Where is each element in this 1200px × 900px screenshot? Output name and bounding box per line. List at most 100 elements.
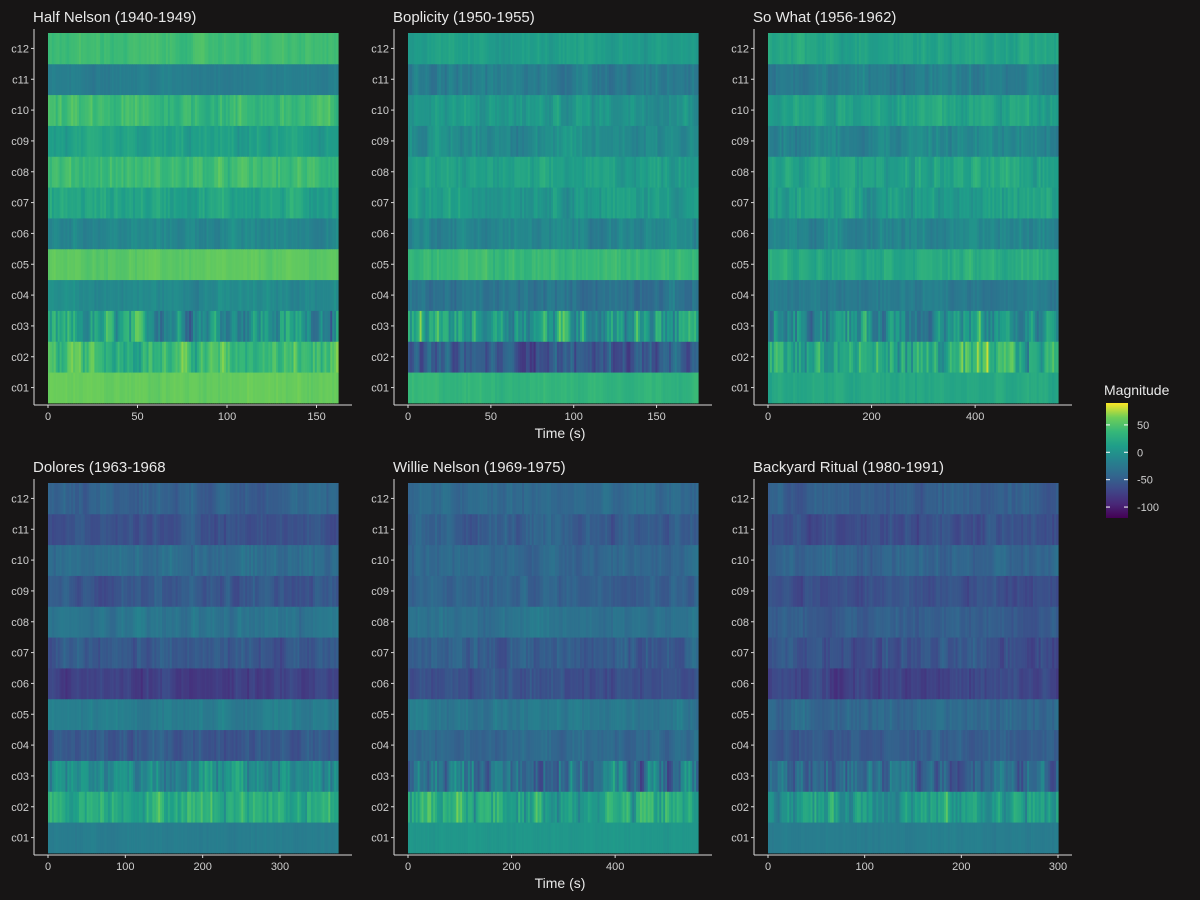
heatmap-cell	[692, 248, 695, 281]
heatmap-cell	[806, 310, 810, 342]
heatmap-cell	[614, 33, 618, 65]
heatmap-cell	[51, 279, 55, 311]
heatmap-cell	[309, 156, 312, 188]
heatmap-cell	[516, 33, 519, 65]
heatmap-cell	[258, 63, 262, 96]
heatmap-cell	[440, 187, 444, 219]
heatmap-cell	[874, 310, 877, 342]
heatmap-cell	[129, 63, 132, 96]
heatmap-cell	[942, 125, 945, 157]
heatmap-cell	[601, 63, 604, 96]
heatmap-cell	[419, 279, 423, 311]
heatmap-cell	[53, 218, 57, 250]
heatmap-cell	[616, 279, 620, 311]
heatmap-cell	[231, 372, 235, 404]
heatmap-cell	[142, 187, 146, 219]
heatmap-cell	[239, 187, 242, 219]
heatmap-cell	[164, 156, 167, 188]
heatmap-cell	[1027, 372, 1030, 404]
heatmap-cell	[173, 218, 177, 250]
heatmap-cell	[527, 63, 531, 96]
heatmap-cell	[655, 218, 658, 250]
heatmap-cell	[909, 125, 912, 157]
heatmap-cell	[100, 94, 103, 126]
heatmap-cell	[1007, 341, 1011, 373]
heatmap-cell	[891, 248, 895, 281]
heatmap-cell	[233, 218, 237, 250]
heatmap-cell	[293, 248, 297, 281]
heatmap-cell	[895, 279, 899, 311]
heatmap-cell	[547, 156, 550, 188]
heatmap-cell	[237, 156, 240, 188]
heatmap-cell	[851, 248, 854, 281]
heatmap-cell	[818, 248, 821, 281]
heatmap-cell	[601, 33, 604, 65]
heatmap-cell	[508, 341, 512, 373]
heatmap-cell	[643, 156, 647, 188]
heatmap-cell	[636, 248, 639, 281]
heatmap-cell	[1052, 279, 1055, 311]
heatmap-cell	[583, 94, 587, 126]
heatmap-cell	[98, 218, 101, 250]
heatmap-cell	[59, 248, 63, 281]
heatmap-cell	[655, 94, 658, 126]
heatmap-cell	[818, 218, 821, 250]
heatmap-cell	[287, 125, 291, 157]
heatmap-cell	[547, 94, 550, 126]
heatmap-cell	[566, 218, 570, 250]
heatmap-cell	[653, 341, 657, 373]
heatmap-cell	[932, 372, 935, 404]
heatmap-cell	[628, 310, 631, 342]
heatmap-cell	[667, 341, 670, 373]
heatmap-cell	[202, 279, 206, 311]
heatmap-cell	[1027, 341, 1030, 373]
heatmap-cell	[291, 341, 295, 373]
heatmap-cell	[164, 310, 167, 342]
heatmap-cell	[301, 248, 304, 281]
heatmap-cell	[158, 94, 161, 126]
heatmap-cell	[634, 248, 637, 281]
heatmap-cell	[297, 248, 300, 281]
heatmap-cell	[645, 218, 649, 250]
heatmap-cell	[417, 310, 421, 342]
heatmap-cell	[862, 372, 866, 404]
heatmap-cell	[133, 156, 136, 188]
heatmap-cell	[194, 187, 198, 219]
heatmap-cell	[605, 248, 608, 281]
heatmap-cell	[320, 248, 324, 281]
heatmap-cell	[121, 94, 124, 126]
heatmap-cell	[204, 156, 208, 188]
heatmap-cell	[769, 248, 773, 281]
heatmap-cell	[553, 248, 556, 281]
heatmap-cell	[984, 341, 988, 373]
heatmap-cell	[179, 310, 182, 342]
heatmap-cell	[785, 125, 788, 157]
heatmap-cell	[574, 156, 577, 188]
heatmap-cell	[798, 248, 802, 281]
heatmap-cell	[222, 94, 225, 126]
heatmap-cell	[127, 187, 130, 219]
heatmap-cell	[694, 279, 697, 311]
heatmap-cell	[49, 187, 53, 219]
heatmap-cell	[965, 279, 968, 311]
heatmap-cell	[628, 187, 631, 219]
heatmap-cell	[156, 279, 159, 311]
heatmap-cell	[100, 310, 103, 342]
heatmap-cell	[620, 156, 624, 188]
heatmap-cell	[806, 187, 810, 219]
heatmap-cell	[942, 187, 945, 219]
heatmap-cell	[605, 94, 608, 126]
heatmap-cell	[551, 125, 554, 157]
heatmap-cell	[281, 218, 285, 250]
heatmap-cell	[111, 341, 115, 373]
heatmap-cell	[932, 248, 935, 281]
heatmap-cell	[100, 156, 103, 188]
heatmap-cell	[216, 279, 219, 311]
heatmap-cell	[489, 341, 492, 373]
heatmap-cell	[506, 372, 510, 404]
heatmap-cell	[314, 310, 318, 342]
heatmap-cell	[791, 310, 794, 342]
heatmap-cell	[936, 372, 939, 404]
heatmap-cell	[1030, 248, 1034, 281]
heatmap-cell	[466, 341, 469, 373]
